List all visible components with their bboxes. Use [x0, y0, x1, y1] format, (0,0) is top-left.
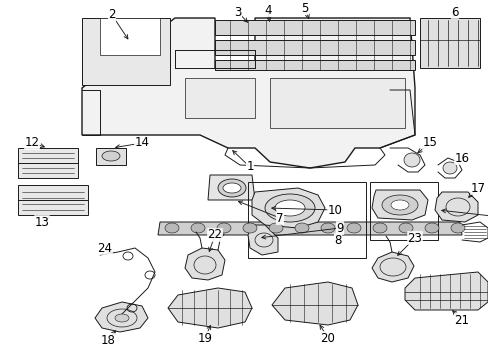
Ellipse shape [164, 223, 179, 233]
Text: 23: 23 [407, 231, 422, 244]
Ellipse shape [223, 183, 241, 193]
Polygon shape [158, 222, 461, 235]
Ellipse shape [390, 200, 408, 210]
Text: 5: 5 [301, 1, 308, 14]
Bar [247, 182, 365, 258]
Ellipse shape [274, 200, 305, 216]
Bar [369, 182, 437, 240]
Text: 24: 24 [97, 242, 112, 255]
Polygon shape [371, 190, 427, 220]
Text: 1: 1 [246, 161, 253, 174]
Polygon shape [251, 188, 325, 228]
Polygon shape [168, 288, 251, 328]
Ellipse shape [191, 223, 204, 233]
Polygon shape [371, 252, 413, 282]
Polygon shape [207, 175, 254, 200]
Polygon shape [18, 185, 88, 215]
Text: 15: 15 [422, 136, 437, 149]
Text: 7: 7 [276, 211, 283, 225]
Ellipse shape [372, 223, 386, 233]
Polygon shape [271, 282, 357, 325]
Text: 13: 13 [35, 216, 49, 229]
Text: 20: 20 [320, 332, 335, 345]
Polygon shape [434, 192, 477, 222]
Polygon shape [82, 18, 414, 168]
Text: 12: 12 [24, 136, 40, 149]
Text: 9: 9 [336, 221, 343, 234]
Polygon shape [419, 18, 479, 68]
Ellipse shape [424, 223, 438, 233]
Ellipse shape [450, 223, 464, 233]
Ellipse shape [102, 151, 120, 161]
Text: 10: 10 [327, 203, 342, 216]
Text: 19: 19 [197, 332, 212, 345]
Polygon shape [96, 148, 126, 165]
Ellipse shape [294, 223, 308, 233]
Polygon shape [215, 40, 414, 55]
Polygon shape [269, 78, 404, 128]
Text: 18: 18 [101, 333, 115, 346]
Ellipse shape [346, 223, 360, 233]
Text: 2: 2 [108, 9, 116, 22]
Polygon shape [100, 18, 160, 55]
Ellipse shape [243, 223, 257, 233]
Ellipse shape [115, 314, 129, 322]
Ellipse shape [320, 223, 334, 233]
Text: 6: 6 [450, 5, 458, 18]
Ellipse shape [403, 153, 419, 167]
Polygon shape [404, 272, 487, 310]
Text: 21: 21 [453, 314, 468, 327]
Text: 17: 17 [469, 181, 485, 194]
Polygon shape [82, 18, 170, 85]
Polygon shape [184, 248, 224, 280]
Ellipse shape [442, 162, 456, 174]
Polygon shape [247, 225, 278, 255]
Ellipse shape [381, 195, 417, 215]
Polygon shape [184, 78, 254, 118]
Ellipse shape [398, 223, 412, 233]
Ellipse shape [217, 223, 230, 233]
Text: 22: 22 [207, 229, 222, 242]
Polygon shape [215, 60, 414, 70]
Polygon shape [215, 20, 414, 35]
Text: 4: 4 [264, 4, 271, 17]
Text: 8: 8 [334, 234, 341, 247]
Text: 16: 16 [453, 152, 468, 165]
Ellipse shape [264, 194, 314, 222]
Ellipse shape [218, 179, 245, 197]
Polygon shape [18, 148, 78, 178]
Text: 3: 3 [234, 5, 241, 18]
Ellipse shape [268, 223, 283, 233]
Text: 14: 14 [134, 136, 149, 149]
Polygon shape [95, 302, 148, 332]
